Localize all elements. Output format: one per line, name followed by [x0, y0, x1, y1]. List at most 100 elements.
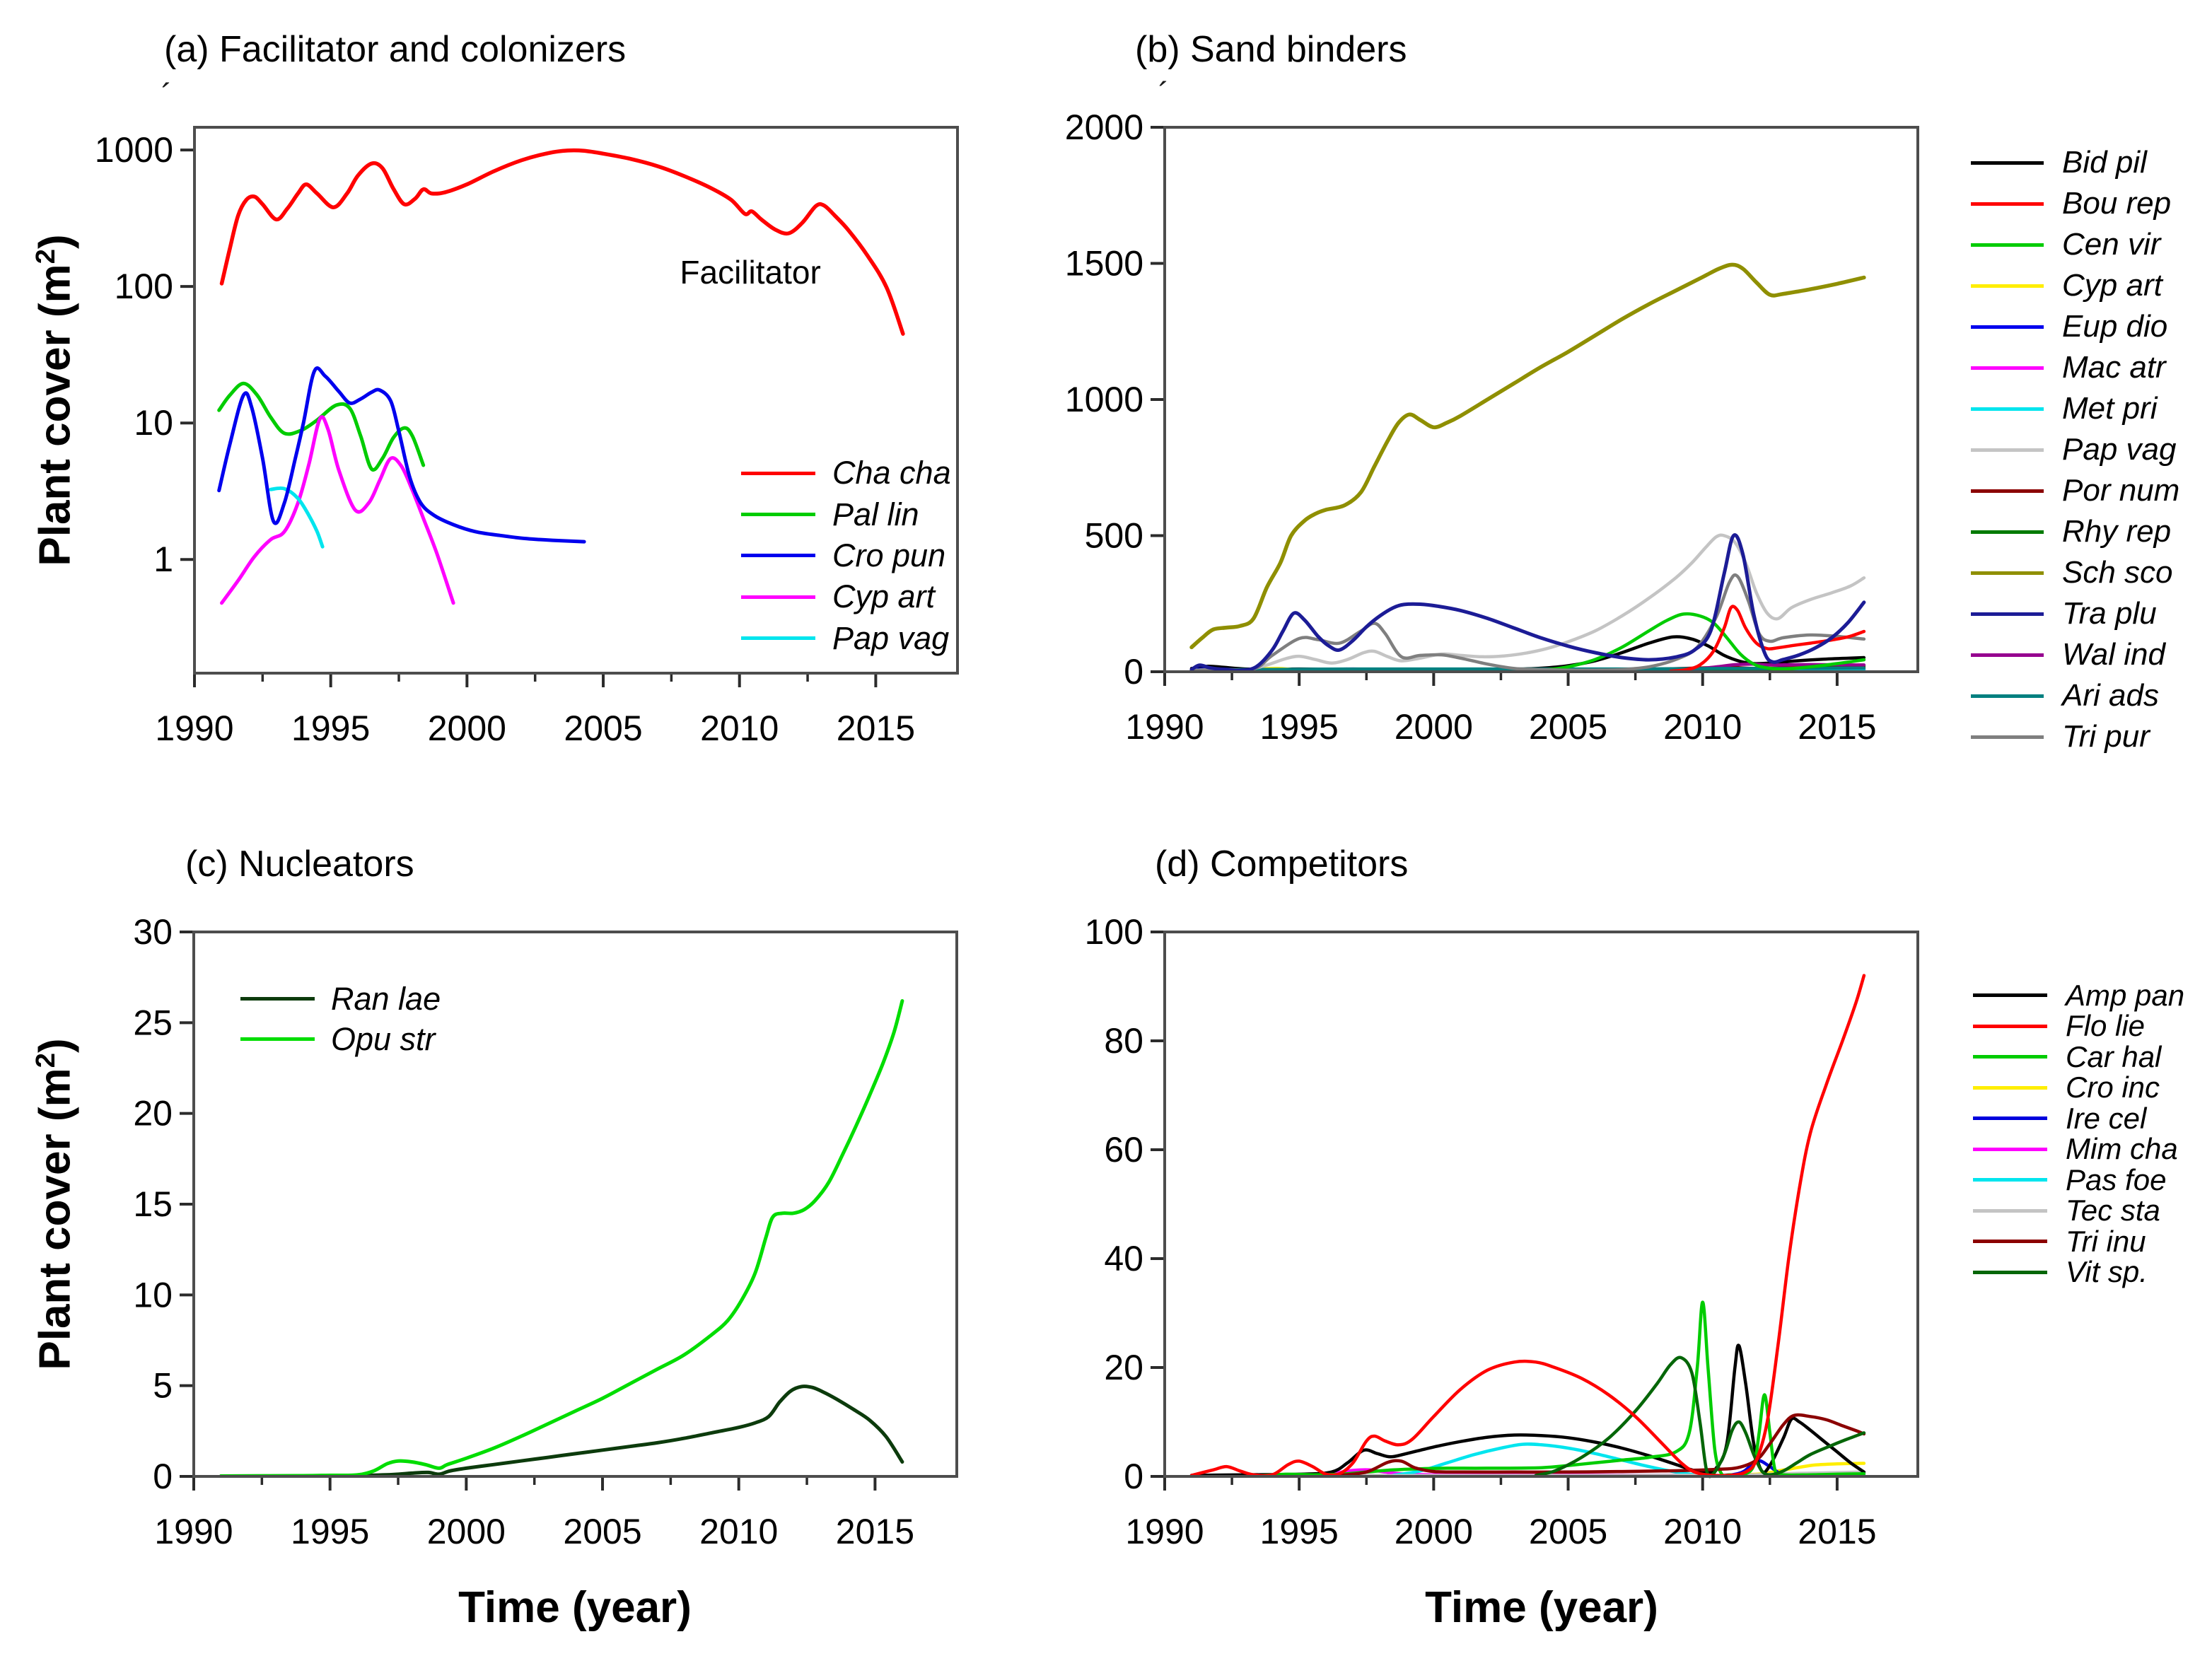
legend-item-cyp-art: Cyp art: [1971, 265, 2179, 306]
y-tick-label: 1000: [1065, 380, 1143, 419]
x-tick-label: 1995: [1260, 1512, 1339, 1551]
legend-label: Pas foe: [2066, 1162, 2167, 1196]
legend-item-pas-foe: Pas foe: [1973, 1162, 2184, 1196]
legend-label: Cro pun: [832, 537, 946, 573]
x-tick-label: 2005: [563, 1512, 641, 1551]
legend-label: Flo lie: [2066, 1009, 2146, 1043]
x-tick-label: 2015: [836, 1512, 914, 1551]
legend-label: Pap vag: [832, 619, 950, 656]
legend-swatch-pap-vag: [1971, 448, 2044, 452]
legend-swatch-vit-sp: [1973, 1270, 2047, 1274]
legend-swatch-pal-lin: [741, 513, 815, 517]
plot-box-b: [1163, 126, 1919, 673]
x-tick-label: 2015: [837, 709, 915, 748]
legend-label: Cyp art: [832, 578, 936, 615]
legend-b: Bid pil Bou rep Cen vir Cyp art Eup dio Mac a…: [1971, 142, 2179, 757]
legend-d: Amp pan Flo lie Car hal Cro inc Ire cel Mim c…: [1973, 979, 2184, 1288]
legend-label: Cen vir: [2062, 227, 2161, 262]
y-tick-label: 20: [133, 1094, 173, 1133]
legend-label: Eup dio: [2062, 309, 2168, 344]
legend-item-bou-rep: Bou rep: [1971, 183, 2179, 224]
series-ran-lae: [219, 1384, 904, 1478]
x-tick-label: 1990: [155, 709, 233, 748]
legend-label: Ran lae: [331, 980, 441, 1017]
legend-swatch-bid-pil: [1971, 161, 2044, 165]
panel-title-a: (a) Facilitator and colonizers: [164, 29, 627, 70]
legend-swatch-por-num: [1971, 489, 2044, 493]
legend-label: Ire cel: [2066, 1101, 2147, 1135]
x-tick-label: 2005: [1529, 1512, 1607, 1551]
legend-item-vit-sp: Vit sp.: [1973, 1255, 2184, 1288]
legend-item-car-hal: Car hal: [1973, 1040, 2184, 1073]
series-pal-lin: [217, 381, 426, 472]
series-amp-pan: [1189, 1343, 1866, 1477]
x-tick-label: 2015: [1798, 707, 1876, 747]
legend-swatch-bou-rep: [1971, 202, 2044, 206]
legend-item-tec-sta: Tec sta: [1973, 1194, 2184, 1227]
y-tick-label: 0: [1124, 652, 1143, 692]
legend-swatch-mac-atr: [1971, 366, 2044, 370]
legend-item-met-pri: Met pri: [1971, 388, 2179, 429]
legend-item-flo-lie: Flo lie: [1973, 1009, 2184, 1043]
y-axis-label-end: ): [30, 234, 80, 250]
legend-swatch-amp-pan: [1973, 993, 2047, 998]
legend-label: Ari ads: [2062, 678, 2159, 713]
legend-label: Mac atr: [2062, 350, 2166, 385]
x-tick-label: 2010: [699, 1512, 778, 1551]
legend-item-tri-inu: Tri inu: [1973, 1225, 2184, 1258]
legend-swatch-car-hal: [1973, 1055, 2047, 1059]
legend-item-mim-cha: Mim cha: [1973, 1132, 2184, 1166]
y-axis-label-sup: 2: [30, 249, 61, 264]
legend-label: Bou rep: [2062, 186, 2172, 221]
legend-item-ran-lae: Ran lae: [240, 979, 441, 1019]
plot-box-a: [193, 126, 959, 675]
y-tick-label: 80: [1104, 1021, 1143, 1061]
legend-label: Opu str: [331, 1020, 436, 1057]
legend-swatch-ari-ads: [1971, 694, 2044, 698]
y-tick-label: 10: [133, 1275, 173, 1314]
series-cen-vir: [1529, 612, 1866, 673]
x-tick-label: 2005: [1529, 707, 1607, 747]
legend-swatch-flo-lie: [1973, 1024, 2047, 1028]
legend-swatch-tri-pur: [1971, 735, 2044, 739]
legend-swatch-pas-foe: [1973, 1178, 2047, 1182]
stray-mark-b: ´: [1158, 76, 1170, 112]
series-cyp-art: [220, 415, 455, 605]
y-tick-label: 0: [1124, 1457, 1143, 1496]
y-tick-label: 2000: [1065, 107, 1143, 147]
legend-item-pap-vag: Pap vag: [741, 618, 951, 659]
legend-item-eup-dio: Eup dio: [1971, 306, 2179, 347]
x-tick-label: 2000: [428, 709, 506, 748]
legend-label: Met pri: [2062, 391, 2158, 426]
legend-swatch-tra-plu: [1971, 612, 2044, 616]
legend-item-tra-plu: Tra plu: [1971, 593, 2179, 634]
x-tick-label: 2000: [427, 1512, 506, 1551]
plot-box-c: [192, 931, 958, 1478]
series-flo-lie: [1189, 974, 1866, 1478]
y-tick-label: 1000: [95, 130, 173, 170]
x-tick-label: 1990: [1125, 707, 1204, 747]
y-tick-label: 500: [1085, 516, 1143, 556]
legend-label: Mim cha: [2066, 1132, 2178, 1166]
legend-label: Tra plu: [2062, 596, 2157, 631]
x-tick-label: 1990: [1125, 1512, 1204, 1551]
x-tick-label: 2000: [1395, 1512, 1473, 1551]
legend-a: Cha cha Pal lin Cro pun Cyp art Pap vag: [741, 453, 951, 659]
legend-item-cen-vir: Cen vir: [1971, 224, 2179, 265]
legend-label: Pap vag: [2062, 432, 2177, 467]
legend-swatch-eup-dio: [1971, 325, 2044, 329]
legend-swatch-cro-inc: [1973, 1085, 2047, 1090]
panel-title-b: (b) Sand binders: [1135, 29, 1407, 70]
legend-item-bid-pil: Bid pil: [1971, 142, 2179, 183]
legend-label: Bid pil: [2062, 145, 2147, 180]
x-axis-label-c: Time (year): [458, 1583, 692, 1632]
y-tick-label: 100: [1085, 912, 1143, 952]
legend-swatch-cro-pun: [741, 554, 815, 558]
x-tick-label: 1990: [154, 1512, 233, 1551]
x-tick-label: 2010: [1663, 707, 1742, 747]
y-axis-label-end: ): [30, 1038, 80, 1054]
x-tick-label: 2005: [564, 709, 642, 748]
legend-item-cha-cha: Cha cha: [741, 453, 951, 494]
legend-swatch-sch-sco: [1971, 571, 2044, 575]
